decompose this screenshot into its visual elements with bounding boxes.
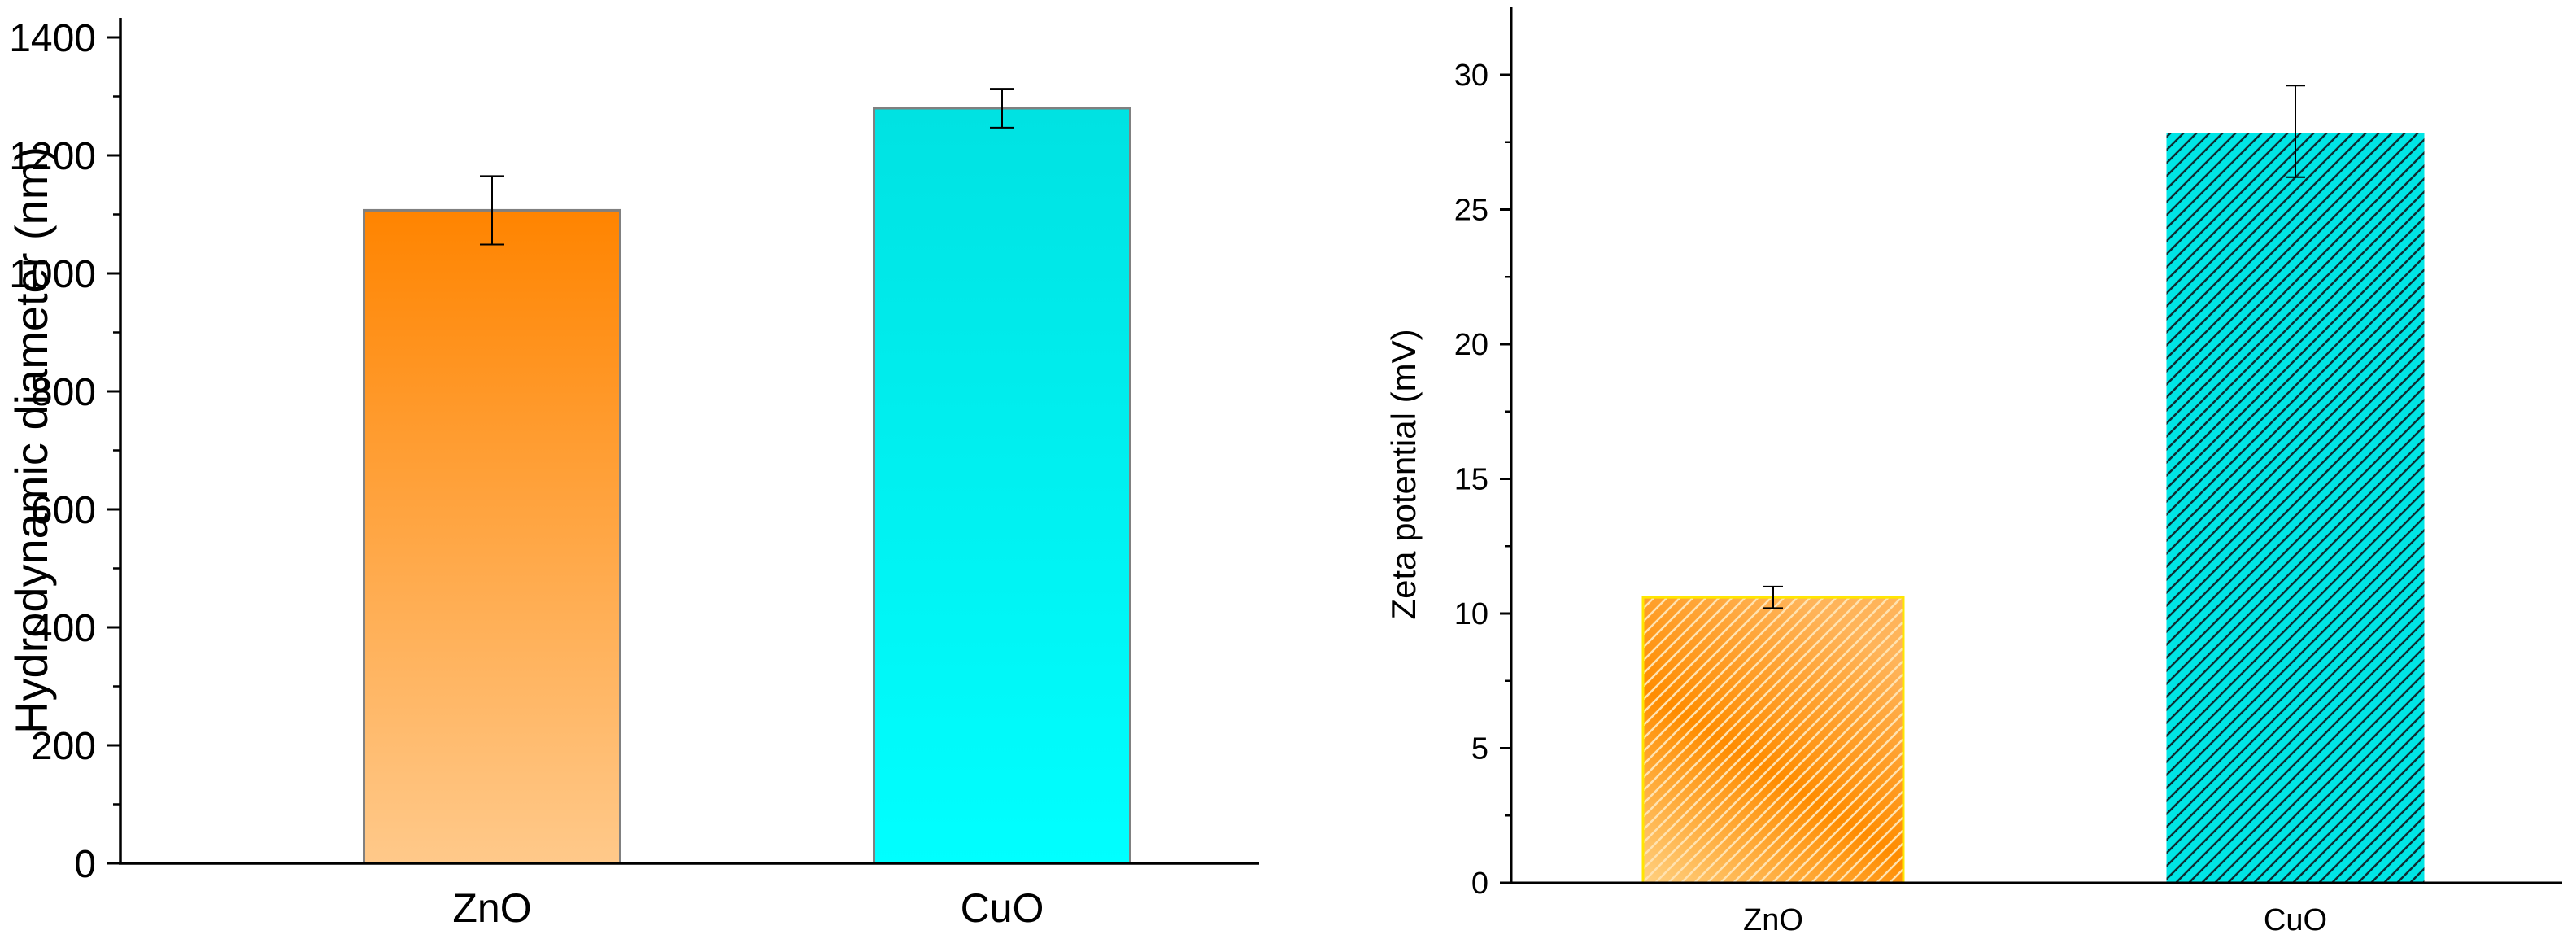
y-tick-label: 5 (1471, 732, 1489, 766)
y-tick-label: 30 (1454, 59, 1489, 93)
y-tick-label: 800 (31, 371, 96, 414)
right-x-category-label: CuO (2264, 903, 2327, 937)
right-bars (1641, 85, 2427, 884)
bar-zno (363, 208, 621, 865)
y-tick-label: 1200 (9, 135, 96, 178)
left-x-category-label: CuO (961, 885, 1044, 931)
left-y-axis-label: Hydrodynamic diameter (nm) (6, 146, 57, 734)
bar-hatch-zno (1641, 596, 1905, 884)
y-tick-label: 10 (1454, 597, 1489, 631)
y-tick-label: 1400 (9, 17, 96, 60)
y-tick-label: 0 (1471, 867, 1489, 901)
y-tick-label: 25 (1454, 194, 1489, 228)
bar-cuo (873, 107, 1131, 865)
right-y-ticks: 0 5 10 15 20 25 30 (1454, 59, 1511, 901)
y-tick-label: 200 (31, 725, 96, 768)
y-tick-label: 400 (31, 607, 96, 650)
y-tick-label: 600 (31, 489, 96, 532)
y-tick-label: 0 (74, 843, 96, 886)
hydrodynamic-diameter-chart: 0 200 400 600 800 1000 1200 1400 Hydrodynamic d… (6, 17, 1259, 931)
y-tick-label: 15 (1454, 463, 1489, 497)
zeta-potential-chart: 0 5 10 15 20 25 30 Zeta potential (mV) ZnO CuO (1384, 7, 2562, 937)
right-y-axis-label: Zeta potential (mV) (1384, 329, 1423, 619)
right-x-category-label: ZnO (1743, 903, 1803, 937)
left-bars (363, 88, 1131, 865)
bar-hatch-cuo (2164, 130, 2427, 884)
left-y-ticks: 0 200 400 600 800 1000 1200 1400 (9, 17, 120, 886)
y-tick-label: 1000 (9, 253, 96, 296)
left-x-category-label: ZnO (452, 885, 531, 931)
y-tick-label: 20 (1454, 328, 1489, 362)
